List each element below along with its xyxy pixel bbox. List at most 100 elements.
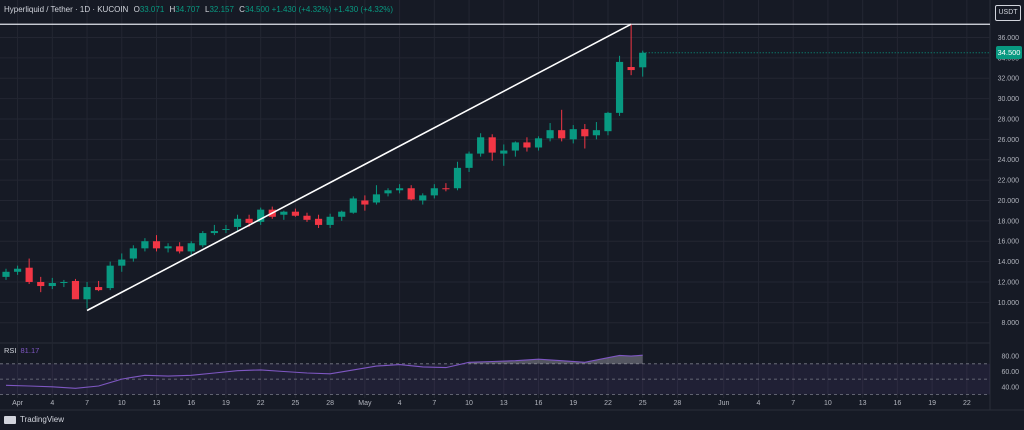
candle-body [604,112,612,132]
candle-body [477,137,485,154]
close-value: 34.500 [244,5,270,14]
x-tick-label: 19 [222,400,230,407]
x-tick-label: 4 [398,400,402,407]
y-tick-label: 22.000 [998,178,1020,185]
candle-body [257,209,265,222]
candle-body [488,137,496,153]
x-tick-label: 28 [674,400,682,407]
candle-body [592,130,600,136]
rsi-tick-label: 80.00 [1001,354,1019,361]
y-tick-label: 32.000 [998,76,1020,83]
candle-body [152,241,161,249]
candle-body [639,52,647,68]
candle-body [558,130,566,139]
candle-body [465,153,473,168]
x-tick-label: 10 [465,400,473,407]
x-tick-label: 22 [257,400,265,407]
symbol-name: Hyperliquid / Tether · 1D · KUCOIN [4,5,129,14]
candle-body [442,188,450,190]
x-tick-label: May [358,400,372,407]
x-tick-label: 7 [432,400,436,407]
y-tick-label: 26.000 [998,137,1020,144]
x-tick-label: Apr [12,400,24,407]
candle-body [615,61,624,113]
currency-button[interactable]: USDT [995,5,1021,21]
candle-body [37,281,45,287]
low-value: 32.157 [209,5,234,14]
trend-line [86,23,632,312]
symbol-legend: Hyperliquid / Tether · 1D · KUCOIN O33.0… [4,5,394,14]
rsi-value: 81.17 [20,346,40,355]
candle-body [25,267,33,282]
y-tick-label: 14.000 [998,259,1020,266]
x-tick-label: 25 [292,400,300,407]
x-tick-label: 10 [824,400,832,407]
rsi-name: RSI [4,346,17,355]
y-tick-label: 24.000 [998,157,1020,164]
x-tick-label: 7 [791,400,795,407]
candle-body [95,287,103,291]
open-value: 33.071 [139,5,165,14]
x-tick-label: 16 [893,400,901,407]
candle-body [523,142,531,148]
candle-body [511,142,519,151]
candle-body [326,216,334,225]
x-tick-label: 28 [326,400,334,407]
brand-name: TradingView [20,415,65,424]
y-tick-label: 18.000 [998,218,1020,225]
candle-body [199,233,207,246]
candle-body [419,195,427,201]
y-tick-label: 36.000 [998,35,1020,42]
candle-body [314,218,323,225]
candle-body [129,248,137,259]
candle-body [430,188,438,196]
y-tick-label: 28.000 [998,116,1020,123]
x-tick-label: 16 [535,400,543,407]
x-tick-label: 4 [50,400,54,407]
y-tick-label: 10.000 [998,300,1020,307]
brand-logo[interactable]: TradingView [4,415,64,424]
x-tick-label: 4 [757,400,761,407]
candle-body [176,246,184,252]
candle-body [187,243,195,252]
candle-body [48,282,56,287]
candle-body [372,194,381,203]
y-tick-label: 8.000 [1001,320,1019,327]
rsi-line [5,354,643,389]
candle-body [361,200,369,205]
candle-body [13,268,22,272]
x-tick-label: 25 [639,400,647,407]
candle-body [280,211,288,215]
candle-body [581,129,589,137]
candle-body [222,228,230,231]
change-value: +1.430 (+4.32%) [271,5,332,14]
candle-body [453,167,462,189]
rsi-overbought-fill [469,355,643,364]
rsi-legend: RSI 81.17 [4,346,39,355]
candle-body [2,271,10,277]
x-tick-label: 10 [118,400,126,407]
candle-body [83,287,91,300]
candle-body [396,188,404,191]
x-tick-label: 22 [963,400,971,407]
x-tick-label: 19 [569,400,577,407]
y-tick-label: 30.000 [998,96,1020,103]
candle-body [233,218,242,227]
candle-body [546,130,554,139]
candle-body [291,211,300,216]
change-value-2: +1.430 (+4.32%) [333,5,394,14]
candle-body [106,265,114,289]
candle-body [71,280,80,300]
candle-body [245,218,253,223]
candle-body [338,211,346,217]
x-tick-label: 13 [500,400,508,407]
y-tick-label: 16.000 [998,239,1020,246]
x-tick-label: 13 [153,400,161,407]
candle-body [60,281,68,283]
candle-body [500,150,508,154]
x-tick-label: 13 [859,400,867,407]
x-tick-label: 16 [187,400,195,407]
candle-body [303,215,311,220]
